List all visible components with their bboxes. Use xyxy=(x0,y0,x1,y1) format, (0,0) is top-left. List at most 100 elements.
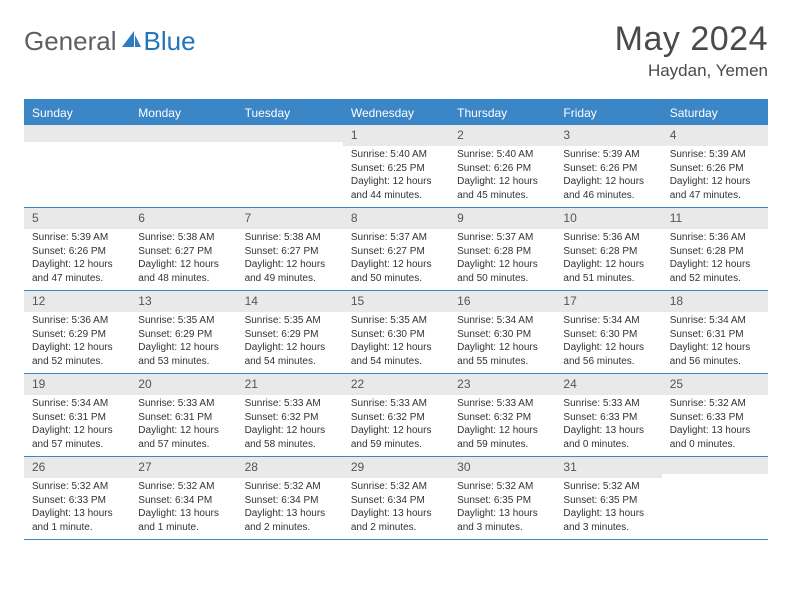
day-number: 23 xyxy=(457,377,470,391)
cell-body: Sunrise: 5:36 AMSunset: 6:29 PMDaylight:… xyxy=(24,312,130,372)
cell-body: Sunrise: 5:36 AMSunset: 6:28 PMDaylight:… xyxy=(555,229,661,289)
sunset-text: Sunset: 6:32 PM xyxy=(245,411,337,425)
day-number: 7 xyxy=(245,211,252,225)
sunrise-text: Sunrise: 5:40 AM xyxy=(457,148,549,162)
sunset-text: Sunset: 6:31 PM xyxy=(32,411,124,425)
calendar-cell: 7Sunrise: 5:38 AMSunset: 6:27 PMDaylight… xyxy=(237,208,343,290)
logo-text-left: General xyxy=(24,26,117,57)
daynum-bar: 7 xyxy=(237,208,343,229)
day-number: 2 xyxy=(457,128,464,142)
daynum-bar xyxy=(24,125,130,142)
day-number: 31 xyxy=(563,460,576,474)
day-number: 9 xyxy=(457,211,464,225)
daynum-bar: 28 xyxy=(237,457,343,478)
cell-body: Sunrise: 5:34 AMSunset: 6:31 PMDaylight:… xyxy=(662,312,768,372)
calendar-cell: 28Sunrise: 5:32 AMSunset: 6:34 PMDayligh… xyxy=(237,457,343,539)
day-number: 21 xyxy=(245,377,258,391)
daylight-text: Daylight: 13 hours and 3 minutes. xyxy=(563,507,655,534)
calendar-cell: 17Sunrise: 5:34 AMSunset: 6:30 PMDayligh… xyxy=(555,291,661,373)
daylight-text: Daylight: 12 hours and 52 minutes. xyxy=(670,258,762,285)
sunset-text: Sunset: 6:28 PM xyxy=(670,245,762,259)
sunrise-text: Sunrise: 5:32 AM xyxy=(563,480,655,494)
daylight-text: Daylight: 12 hours and 47 minutes. xyxy=(670,175,762,202)
sunrise-text: Sunrise: 5:34 AM xyxy=(563,314,655,328)
sunrise-text: Sunrise: 5:32 AM xyxy=(670,397,762,411)
daylight-text: Daylight: 13 hours and 0 minutes. xyxy=(563,424,655,451)
cell-body: Sunrise: 5:35 AMSunset: 6:29 PMDaylight:… xyxy=(130,312,236,372)
sunset-text: Sunset: 6:34 PM xyxy=(245,494,337,508)
daynum-bar: 12 xyxy=(24,291,130,312)
title-block: May 2024 Haydan, Yemen xyxy=(615,20,768,81)
sunset-text: Sunset: 6:29 PM xyxy=(138,328,230,342)
sunset-text: Sunset: 6:27 PM xyxy=(245,245,337,259)
daylight-text: Daylight: 12 hours and 50 minutes. xyxy=(457,258,549,285)
cell-body: Sunrise: 5:34 AMSunset: 6:31 PMDaylight:… xyxy=(24,395,130,455)
calendar-cell: 14Sunrise: 5:35 AMSunset: 6:29 PMDayligh… xyxy=(237,291,343,373)
calendar-cell: 24Sunrise: 5:33 AMSunset: 6:33 PMDayligh… xyxy=(555,374,661,456)
calendar-cell: 18Sunrise: 5:34 AMSunset: 6:31 PMDayligh… xyxy=(662,291,768,373)
cell-body: Sunrise: 5:40 AMSunset: 6:25 PMDaylight:… xyxy=(343,146,449,206)
day-number: 15 xyxy=(351,294,364,308)
dow-friday: Friday xyxy=(555,101,661,125)
day-number: 20 xyxy=(138,377,151,391)
cell-body: Sunrise: 5:33 AMSunset: 6:31 PMDaylight:… xyxy=(130,395,236,455)
sunset-text: Sunset: 6:31 PM xyxy=(670,328,762,342)
sunrise-text: Sunrise: 5:39 AM xyxy=(670,148,762,162)
week-row: 26Sunrise: 5:32 AMSunset: 6:33 PMDayligh… xyxy=(24,457,768,540)
daynum-bar: 26 xyxy=(24,457,130,478)
sunset-text: Sunset: 6:31 PM xyxy=(138,411,230,425)
location-label: Haydan, Yemen xyxy=(615,61,768,81)
sunrise-text: Sunrise: 5:32 AM xyxy=(138,480,230,494)
daylight-text: Daylight: 12 hours and 50 minutes. xyxy=(351,258,443,285)
daylight-text: Daylight: 13 hours and 3 minutes. xyxy=(457,507,549,534)
sunset-text: Sunset: 6:26 PM xyxy=(563,162,655,176)
sunrise-text: Sunrise: 5:39 AM xyxy=(563,148,655,162)
daylight-text: Daylight: 13 hours and 0 minutes. xyxy=(670,424,762,451)
calendar-cell xyxy=(24,125,130,207)
daylight-text: Daylight: 12 hours and 51 minutes. xyxy=(563,258,655,285)
day-number: 19 xyxy=(32,377,45,391)
cell-body: Sunrise: 5:33 AMSunset: 6:33 PMDaylight:… xyxy=(555,395,661,455)
calendar-cell: 15Sunrise: 5:35 AMSunset: 6:30 PMDayligh… xyxy=(343,291,449,373)
daynum-bar: 1 xyxy=(343,125,449,146)
calendar-cell: 3Sunrise: 5:39 AMSunset: 6:26 PMDaylight… xyxy=(555,125,661,207)
daynum-bar: 3 xyxy=(555,125,661,146)
cell-body: Sunrise: 5:34 AMSunset: 6:30 PMDaylight:… xyxy=(555,312,661,372)
sunrise-text: Sunrise: 5:32 AM xyxy=(32,480,124,494)
calendar: Sunday Monday Tuesday Wednesday Thursday… xyxy=(24,99,768,540)
sunset-text: Sunset: 6:30 PM xyxy=(563,328,655,342)
logo-text-right: Blue xyxy=(144,26,196,57)
day-number: 4 xyxy=(670,128,677,142)
daynum-bar: 22 xyxy=(343,374,449,395)
daynum-bar: 31 xyxy=(555,457,661,478)
daynum-bar xyxy=(130,125,236,142)
sunset-text: Sunset: 6:26 PM xyxy=(457,162,549,176)
cell-body: Sunrise: 5:35 AMSunset: 6:29 PMDaylight:… xyxy=(237,312,343,372)
daynum-bar: 10 xyxy=(555,208,661,229)
day-number: 25 xyxy=(670,377,683,391)
sunset-text: Sunset: 6:27 PM xyxy=(351,245,443,259)
daynum-bar xyxy=(662,457,768,474)
dow-tuesday: Tuesday xyxy=(237,101,343,125)
calendar-cell: 4Sunrise: 5:39 AMSunset: 6:26 PMDaylight… xyxy=(662,125,768,207)
daynum-bar: 27 xyxy=(130,457,236,478)
logo-sail-icon xyxy=(120,29,142,54)
weeks-container: 1Sunrise: 5:40 AMSunset: 6:25 PMDaylight… xyxy=(24,125,768,540)
daynum-bar: 4 xyxy=(662,125,768,146)
calendar-cell: 27Sunrise: 5:32 AMSunset: 6:34 PMDayligh… xyxy=(130,457,236,539)
calendar-cell: 20 Sunrise: 5:33 AMSunset: 6:31 PMDayligh… xyxy=(130,374,236,456)
calendar-cell: 12Sunrise: 5:36 AMSunset: 6:29 PMDayligh… xyxy=(24,291,130,373)
sunset-text: Sunset: 6:33 PM xyxy=(670,411,762,425)
daynum-bar: 11 xyxy=(662,208,768,229)
calendar-cell: 25 Sunrise: 5:32 AMSunset: 6:33 PMDayligh… xyxy=(662,374,768,456)
calendar-cell: 19 Sunrise: 5:34 AMSunset: 6:31 PMDayligh… xyxy=(24,374,130,456)
sunrise-text: Sunrise: 5:32 AM xyxy=(245,480,337,494)
daynum-bar: 15 xyxy=(343,291,449,312)
sunset-text: Sunset: 6:33 PM xyxy=(563,411,655,425)
sunrise-text: Sunrise: 5:33 AM xyxy=(351,397,443,411)
daylight-text: Daylight: 12 hours and 49 minutes. xyxy=(245,258,337,285)
daylight-text: Daylight: 12 hours and 47 minutes. xyxy=(32,258,124,285)
daynum-bar xyxy=(237,125,343,142)
calendar-cell xyxy=(237,125,343,207)
sunrise-text: Sunrise: 5:38 AM xyxy=(138,231,230,245)
